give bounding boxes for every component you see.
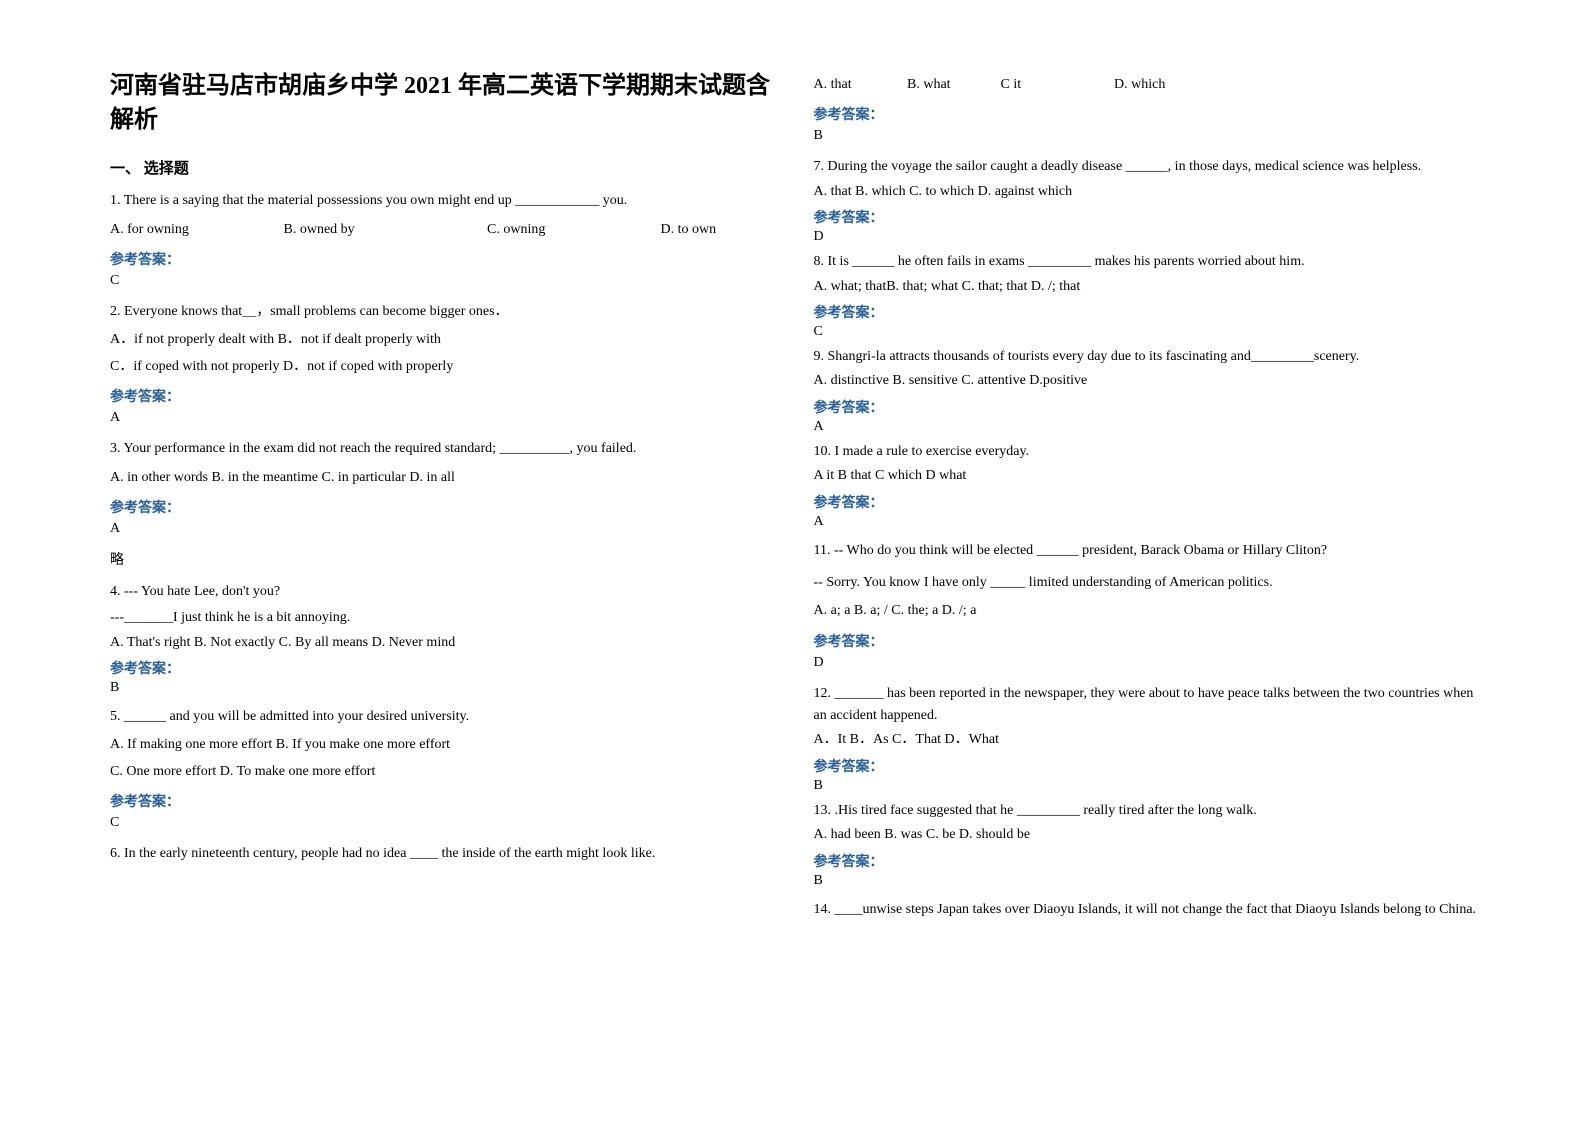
q4-l2: ---_______I just think he is a bit annoy… [110,607,774,629]
q13-opts: A. had been B. was C. be D. should be [814,824,1478,846]
answer-label: 参考答案： [814,851,1478,871]
q10-opts: A it B that C which D what [814,465,1478,487]
answer-label: 参考答案： [814,492,1478,512]
answer-label: 参考答案： [110,658,774,678]
answer-label: 参考答案： [814,207,1478,227]
q6-text: 6. In the early nineteenth century, peop… [110,843,774,865]
q3-text: 3. Your performance in the exam did not … [110,438,774,460]
q6-opt-d: D. which [1114,74,1165,96]
q8-text: 8. It is ______ he often fails in exams … [814,251,1478,273]
q12-opts: A．It B．As C．That D．What [814,729,1478,751]
q3-note: 略 [110,549,774,569]
answer-label: 参考答案： [110,497,774,517]
answer-label: 参考答案： [110,791,774,811]
answer-label: 参考答案： [110,249,774,269]
q6-opt-b: B. what [907,74,997,96]
q1-answer: C [110,273,774,289]
q11-answer: D [814,655,1478,671]
q5-text: 5. ______ and you will be admitted into … [110,706,774,728]
q14-text: 14. ____unwise steps Japan takes over Di… [814,899,1478,921]
q4-answer: B [110,680,774,696]
q1-text: 1. There is a saying that the material p… [110,190,774,212]
q12-answer: B [814,778,1478,794]
q4-l1: 4. --- You hate Lee, don't you? [110,581,774,603]
q6-opt-c: C it [1001,74,1111,96]
answer-label: 参考答案： [814,631,1478,651]
q4-opts: A. That's right B. Not exactly C. By all… [110,632,774,654]
q1-opt-a: A. for owning [110,219,280,241]
q13-answer: B [814,873,1478,889]
q6-opt-a: A. that [814,74,904,96]
q5-opts2: C. One more effort D. To make one more e… [110,761,774,783]
q12-text: 12. _______ has been reported in the new… [814,683,1478,728]
q7-text: 7. During the voyage the sailor caught a… [814,156,1478,178]
q2-opts1: A．if not properly dealt with B．not if de… [110,329,774,351]
q1-opt-b: B. owned by [284,219,484,241]
q6-options: A. that B. what C it D. which [814,74,1478,96]
answer-label: 参考答案： [814,756,1478,776]
q1-opt-c: C. owning [487,219,657,241]
page-title: 河南省驻马店市胡庙乡中学 2021 年高二英语下学期期末试题含解析 [110,70,774,137]
q11-opts: A. a; a B. a; / C. the; a D. /; a [814,600,1478,622]
section-header: 一、 选择题 [110,157,774,178]
q2-answer: A [110,410,774,426]
q5-answer: C [110,815,774,831]
q9-answer: A [814,419,1478,435]
q10-text: 10. I made a rule to exercise everyday. [814,441,1478,463]
q8-answer: C [814,324,1478,340]
answer-label: 参考答案： [814,397,1478,417]
q1-opt-d: D. to own [661,219,717,241]
q9-text: 9. Shangri-la attracts thousands of tour… [814,346,1478,368]
q3-opts: A. in other words B. in the meantime C. … [110,467,774,489]
q7-opts: A. that B. which C. to which D. against … [814,181,1478,203]
answer-label: 参考答案： [110,386,774,406]
q10-answer: A [814,514,1478,530]
answer-label: 参考答案： [814,104,1478,124]
answer-label: 参考答案： [814,302,1478,322]
q2-opts2: C．if coped with not properly D．not if co… [110,356,774,378]
q6-answer: B [814,128,1478,144]
q8-opts: A. what; thatB. that; what C. that; that… [814,276,1478,298]
q13-text: 13. .His tired face suggested that he __… [814,800,1478,822]
q2-text: 2. Everyone knows that＿，small problems c… [110,301,774,323]
q7-answer: D [814,229,1478,245]
q11-l1: 11. -- Who do you think will be elected … [814,540,1478,562]
q3-answer: A [110,521,774,537]
q9-opts: A. distinctive B. sensitive C. attentive… [814,370,1478,392]
q5-opts1: A. If making one more effort B. If you m… [110,734,774,756]
q1-options: A. for owning B. owned by C. owning D. t… [110,219,774,241]
q11-l2: -- Sorry. You know I have only _____ lim… [814,572,1478,594]
